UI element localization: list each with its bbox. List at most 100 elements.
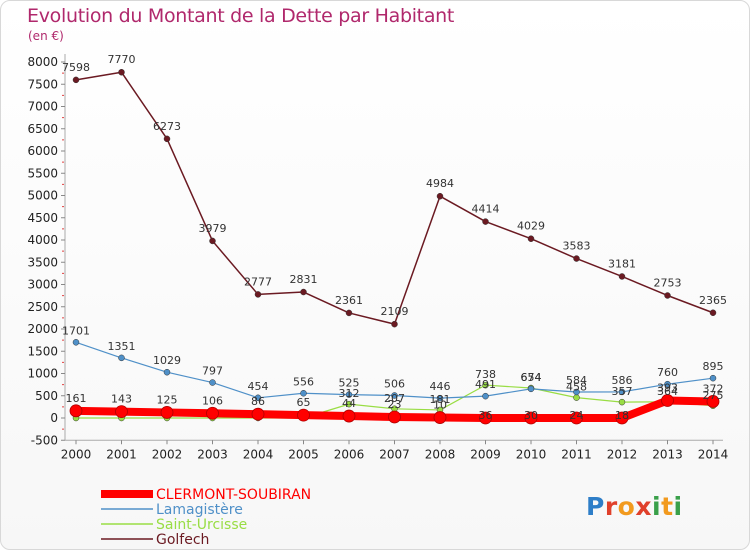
data-label: 506 (384, 377, 405, 390)
data-label: 7770 (108, 53, 136, 66)
y-tick-label: 6500 (27, 122, 58, 136)
data-point (527, 235, 535, 242)
y-tick-label: 0 (50, 411, 58, 425)
data-label: 760 (657, 366, 678, 379)
data-point (163, 135, 171, 143)
y-tick-label: 3000 (27, 278, 58, 292)
data-label: 364 (657, 385, 678, 398)
data-point (661, 394, 674, 407)
data-point (527, 385, 535, 393)
data-point (69, 404, 83, 418)
data-point (664, 380, 671, 388)
legend-label-lamagistere: Lamagistère (156, 502, 243, 518)
data-label: 3181 (608, 257, 636, 270)
y-tick-label: 5500 (27, 166, 58, 180)
data-point (573, 255, 580, 262)
x-tick-label: 2008 (425, 447, 456, 461)
data-label: 6273 (153, 120, 181, 133)
logo-letter: x (635, 492, 652, 521)
data-label: 2777 (244, 275, 272, 288)
data-point (300, 288, 307, 296)
chart-title: Evolution du Montant de la Dette par Hab… (27, 5, 455, 27)
y-tick-label: 1500 (27, 344, 58, 358)
data-label: 654 (521, 371, 542, 384)
series-layer (69, 68, 720, 425)
data-point (72, 76, 80, 84)
data-point (206, 406, 219, 420)
data-label: 357 (612, 385, 633, 398)
y-tick-label: -500 (31, 433, 58, 447)
series-clermont-soubiran (69, 394, 720, 425)
x-tick-label: 2001 (106, 447, 137, 461)
series-line (75, 71, 714, 325)
data-point (254, 291, 262, 298)
logo-letter: i (673, 492, 683, 521)
data-point (297, 408, 310, 422)
data-point (709, 374, 717, 382)
legend-label-saint-urcisse: Saint-Urcisse (156, 517, 247, 533)
y-tick-label: 7500 (27, 77, 58, 91)
data-label: 454 (248, 380, 269, 393)
data-label: 207 (384, 392, 405, 405)
data-point (251, 407, 265, 421)
data-point (482, 381, 489, 389)
y-tick-label: 8000 (27, 55, 58, 69)
proxiti-logo: Proxiti (586, 492, 683, 521)
data-label: 275 (703, 389, 724, 402)
data-label: 2365 (699, 294, 727, 307)
x-tick-label: 2011 (561, 447, 592, 461)
x-tick-label: 2012 (607, 447, 638, 461)
y-tick-label: 1000 (27, 367, 58, 381)
data-point (706, 395, 720, 408)
data-label: 4984 (426, 177, 454, 190)
x-tick-label: 2002 (152, 447, 183, 461)
logo-letter: i (652, 492, 662, 521)
data-point (388, 410, 401, 424)
y-tick-label: 2000 (27, 322, 58, 336)
data-label: 2361 (335, 294, 363, 307)
data-point (524, 411, 538, 425)
data-label: 586 (612, 374, 633, 387)
data-point (209, 237, 216, 245)
data-point (72, 339, 80, 346)
data-point (391, 392, 398, 399)
data-label: 30 (524, 409, 538, 422)
y-tick-label: 500 (35, 389, 58, 403)
logo-letter: r (604, 492, 618, 521)
data-point (479, 411, 492, 425)
data-label: 738 (475, 368, 496, 381)
x-tick-label: 2000 (61, 447, 92, 461)
data-point (618, 398, 626, 406)
data-label: 491 (475, 378, 496, 391)
data-point (118, 68, 125, 76)
data-point (436, 394, 444, 402)
x-tick-label: 2004 (243, 447, 274, 461)
data-point (115, 405, 128, 419)
y-tick-label: 4000 (27, 233, 58, 247)
data-label: 312 (339, 387, 360, 400)
data-point (482, 218, 489, 225)
y-tick-label: 6000 (27, 144, 58, 158)
data-point (160, 406, 174, 419)
data-point (573, 394, 580, 401)
data-label: 2109 (381, 305, 409, 318)
data-label: 44 (342, 397, 356, 410)
data-point (300, 390, 307, 397)
data-point (482, 392, 489, 400)
y-tick-label: 3500 (27, 255, 58, 269)
data-label: 674 (521, 371, 542, 384)
data-label: 23 (388, 398, 402, 411)
y-tick-label: 2500 (27, 300, 58, 314)
data-point (345, 400, 353, 408)
x-tick-label: 2006 (334, 447, 365, 461)
data-label: 65 (297, 396, 311, 409)
data-label: 1701 (62, 324, 90, 337)
data-label: 1351 (108, 340, 136, 353)
data-label: 895 (703, 360, 724, 373)
data-label: 2753 (654, 276, 682, 289)
y-tick-label: 4500 (27, 211, 58, 225)
data-label: 372 (703, 382, 724, 395)
